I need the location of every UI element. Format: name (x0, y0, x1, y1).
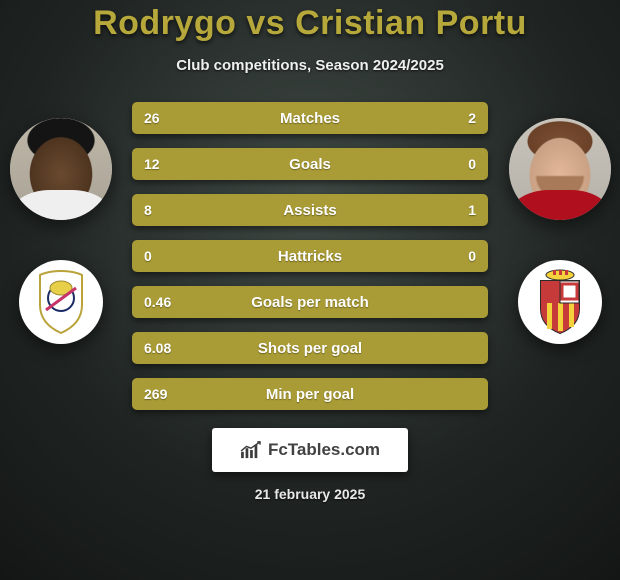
stat-rows: 26 Matches 2 12 Goals 0 8 Assists 1 0 Ha… (132, 102, 488, 410)
date-text: 21 february 2025 (0, 486, 620, 502)
stat-label: Hattricks (196, 248, 424, 265)
stat-label: Goals per match (196, 294, 424, 311)
page-title: Rodrygo vs Cristian Portu (0, 4, 620, 43)
stat-row: 26 Matches 2 (132, 102, 488, 134)
stat-left-value: 269 (132, 386, 196, 402)
stat-label: Matches (196, 110, 424, 127)
stat-row: 0 Hattricks 0 (132, 240, 488, 272)
player1-name: Rodrygo (93, 4, 236, 42)
stat-left-value: 12 (132, 156, 196, 172)
player1-club-crest (19, 260, 103, 344)
stat-left-value: 6.08 (132, 340, 196, 356)
stat-row: 6.08 Shots per goal (132, 332, 488, 364)
player2-name: Cristian Portu (295, 4, 527, 42)
stat-left-value: 8 (132, 202, 196, 218)
infographic-root: Rodrygo vs Cristian Portu Club competiti… (0, 0, 620, 580)
girona-crest-icon (533, 269, 587, 335)
real-madrid-crest-icon (34, 268, 88, 336)
stat-right-value: 0 (424, 156, 488, 172)
player1-avatar (10, 118, 112, 220)
stat-right-value: 0 (424, 248, 488, 264)
stat-row: 8 Assists 1 (132, 194, 488, 226)
versus-text: vs (236, 4, 295, 42)
stat-row: 269 Min per goal (132, 378, 488, 410)
stat-left-value: 26 (132, 110, 196, 126)
player2-avatar-placeholder (509, 118, 611, 220)
player1-avatar-placeholder (10, 118, 112, 220)
player2-club-crest (518, 260, 602, 344)
stat-row: 0.46 Goals per match (132, 286, 488, 318)
subtitle: Club competitions, Season 2024/2025 (0, 57, 620, 74)
right-column (507, 118, 612, 344)
stat-label: Shots per goal (196, 340, 424, 357)
stat-right-value: 1 (424, 202, 488, 218)
stat-label: Assists (196, 202, 424, 219)
brand-text: FcTables.com (268, 440, 380, 460)
stat-label: Min per goal (196, 386, 424, 403)
player2-avatar (509, 118, 611, 220)
fctables-logo-icon (240, 441, 262, 459)
stat-right-value: 2 (424, 110, 488, 126)
stat-left-value: 0 (132, 248, 196, 264)
left-column (8, 118, 113, 344)
stat-label: Goals (196, 156, 424, 173)
stat-left-value: 0.46 (132, 294, 196, 310)
brand-box: FcTables.com (212, 428, 408, 472)
stat-row: 12 Goals 0 (132, 148, 488, 180)
